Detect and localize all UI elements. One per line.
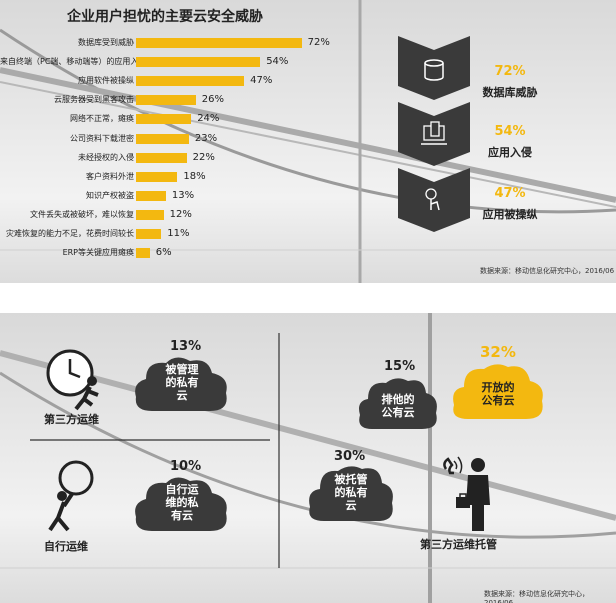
touch-icon — [425, 188, 440, 211]
highlight-app-intrusion — [398, 102, 470, 166]
bar-category-label: 灾难恢复的能力不足，花费时间较长 — [6, 229, 134, 238]
clock-runner-icon — [46, 349, 99, 411]
cloud-hosted-private-text: 被托管 的私有 云 — [334, 473, 368, 512]
bar-value-label: 23% — [194, 132, 218, 144]
highlight-2-value: 54% — [494, 124, 526, 139]
cloud-open-public-text: 开放的 公有云 — [481, 381, 515, 407]
self-ops-pct: 10% — [170, 459, 202, 474]
bar — [136, 209, 164, 220]
bar — [136, 114, 192, 125]
bar-row: 知识产权被盗 13% — [0, 188, 420, 204]
cloud-managed-private — [135, 357, 227, 411]
bar-category-label: 文件丢失或被破坏，难以恢复 — [30, 209, 134, 219]
bar-value-label: 72% — [307, 37, 330, 48]
bar-row: 客户资料外泄 18% — [0, 169, 420, 185]
third-party-ops-pct: 13% — [170, 339, 202, 354]
bar-row: ERP等关键应用瘫痪 6% — [0, 245, 420, 261]
bar-value-label: 18% — [183, 170, 206, 182]
bar-category-label: 云服务器受到黑客攻击 — [54, 95, 134, 105]
highlight-3-value: 47% — [494, 186, 526, 201]
highlight-database — [398, 36, 470, 100]
bar-category-label: 应用软件被操纵 — [78, 76, 134, 86]
businessman-icon — [443, 456, 490, 531]
bar — [136, 171, 178, 182]
bar-row: 未经授权的入侵 22% — [0, 150, 420, 166]
bar-row: 应用软件被操纵 47% — [0, 73, 420, 89]
bar — [136, 229, 162, 239]
magnifier-person-icon — [48, 460, 94, 532]
cloud-self-private — [135, 477, 227, 531]
source-note-bottom: 数据来源：移动信息化研究中心，2016/06 — [484, 590, 589, 603]
deployment-panel: 第三方运维 13% 被管理 的私有 云 自行运维 10% 自行运 维的私 有云 … — [0, 313, 616, 603]
bar-row: 云服务器受到黑客攻击 26% — [0, 92, 420, 108]
highlight-2-label: 应用入侵 — [488, 146, 532, 159]
bar-row: 灾难恢复的能力不足，花费时间较长 11% — [0, 226, 420, 242]
third-party-ops-label: 第三方运维 — [44, 413, 99, 426]
bar-row: 公司资料下载泄密 23% — [0, 131, 420, 147]
source-note-top: 数据来源：移动信息化研究中心，2016/06 — [480, 267, 615, 275]
bar-category-label: 数据库受到威胁 — [78, 38, 134, 47]
bar-category-label: 未经授权的入侵 — [78, 152, 134, 162]
bar-value-label: 24% — [197, 113, 220, 125]
bar-category-label: 客户资料外泄 — [86, 171, 134, 181]
highlight-1-value: 72% — [494, 64, 526, 79]
cloud-self-private-text: 自行运 维的私 有云 — [165, 483, 199, 522]
bar-value-label: 6% — [155, 247, 172, 259]
exclusive-public-pct: 15% — [384, 359, 416, 374]
bar-value-label: 54% — [266, 56, 289, 68]
database-icon — [424, 59, 444, 81]
self-ops-label: 自行运维 — [44, 540, 88, 553]
bar-value-label: 11% — [167, 228, 190, 239]
cloud-hosted-private — [309, 466, 393, 521]
quadrant-dividers — [30, 333, 280, 568]
bar-category-label: 知识产权被盗 — [86, 190, 134, 200]
bar-category-label: ERP等关键应用瘫痪 — [62, 248, 134, 258]
open-public-pct: 32% — [480, 343, 516, 361]
cloud-managed-private-text: 被管理 的私有 云 — [165, 363, 199, 402]
bar-category-label: 网络不正常，瘫痪 — [70, 114, 134, 124]
devices-icon — [421, 121, 447, 145]
bar-row: 文件丢失或被破坏，难以恢复 12% — [0, 207, 420, 223]
bar-category-label: 公司资料下载泄密 — [70, 133, 134, 143]
bar-value-label: 26% — [201, 94, 225, 106]
chart-title: 企业用户担忧的主要云安全威胁 — [67, 9, 263, 25]
threat-chart-panel: 企业用户担忧的主要云安全威胁 数据库受到威胁 72% 来自终端（PC端、移动端等）的… — [0, 0, 616, 283]
highlight-3-label: 应用被操纵 — [482, 208, 538, 221]
bar-value-label: 12% — [169, 208, 192, 220]
bar-value-label: 13% — [171, 189, 195, 201]
cloud-exclusive-public — [359, 378, 437, 429]
hosting-label: 第三方运维托管 — [420, 538, 497, 551]
bar — [136, 152, 187, 163]
bar — [136, 76, 245, 87]
bar-value-label: 47% — [250, 75, 273, 87]
cloud-open-public — [453, 364, 543, 419]
bar — [136, 95, 196, 106]
bar — [136, 133, 189, 144]
bar — [136, 57, 261, 68]
bar-value-label: 22% — [192, 151, 215, 163]
bar-row: 数据库受到威胁 72% — [0, 35, 420, 51]
highlight-app-manipulated — [398, 168, 470, 232]
bar-row: 来自终端（PC端、移动端等）的应用入侵 54% — [0, 54, 420, 70]
hosted-private-pct: 30% — [334, 449, 366, 464]
bar-row: 网络不正常，瘫痪 24% — [0, 111, 420, 127]
cloud-exclusive-public-text: 排他的 公有云 — [381, 393, 415, 419]
bar — [136, 38, 302, 48]
highlight-1-label: 数据库威胁 — [482, 86, 538, 99]
bar — [136, 248, 150, 259]
bar — [136, 190, 166, 201]
bar-category-label: 来自终端（PC端、移动端等）的应用入侵 — [0, 57, 147, 67]
